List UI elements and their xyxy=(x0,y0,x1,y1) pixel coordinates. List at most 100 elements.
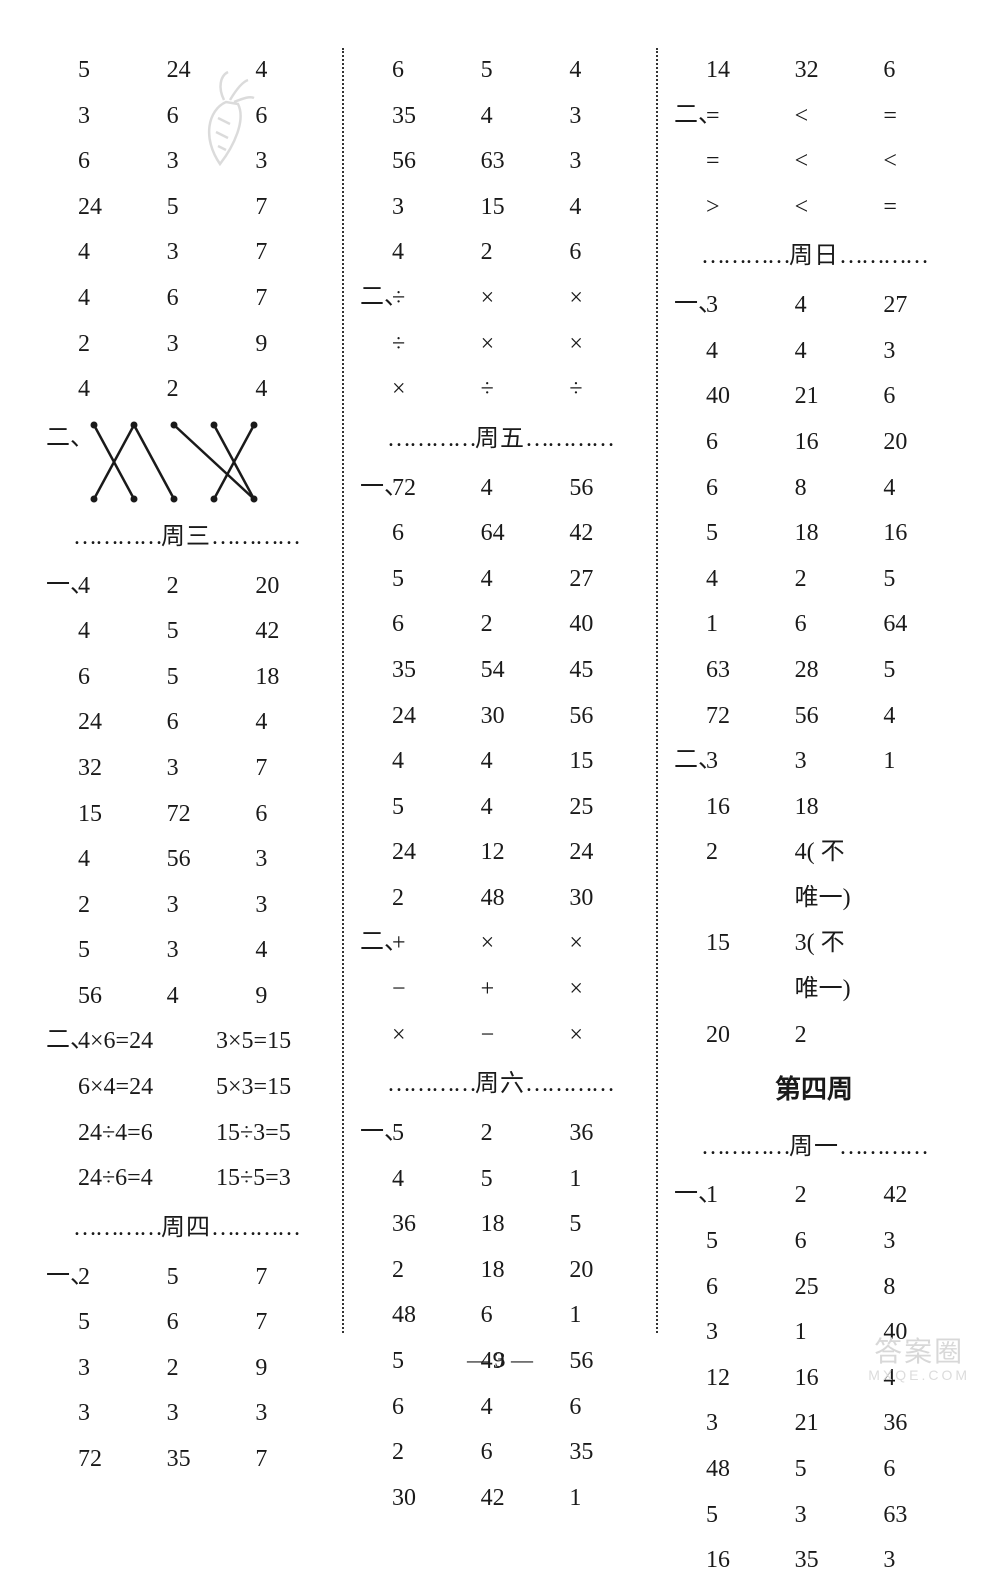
answer-row: 534 xyxy=(48,928,324,974)
answer-row: 633 xyxy=(48,139,324,185)
answer-cell xyxy=(863,830,952,921)
week-title: 第四周 xyxy=(676,1058,952,1120)
answer-cell: 3×5=15 xyxy=(186,1019,324,1065)
answer-row: 72564 xyxy=(676,694,952,740)
answer-cell: 24÷6=4 xyxy=(48,1156,186,1202)
answer-cell: 4 xyxy=(549,185,638,231)
answer-cell: 1 xyxy=(549,1293,638,1339)
answer-cell: 5 xyxy=(147,655,236,701)
answer-row: 6×4=245×3=15 xyxy=(48,1065,324,1111)
answer-cell: 6 xyxy=(676,466,775,512)
answer-row: −+× xyxy=(362,967,638,1013)
answer-cell: 36 xyxy=(549,1111,638,1157)
answer-cell: 4 xyxy=(235,48,324,94)
answer-block: 14326 xyxy=(676,48,952,94)
answer-cell: = xyxy=(863,185,952,231)
answer-cell: 27 xyxy=(549,557,638,603)
answer-cell: 3 xyxy=(775,1493,864,1539)
answer-cell: 24 xyxy=(48,185,147,231)
answer-cell: 5 xyxy=(863,557,952,603)
answer-cell: 15 xyxy=(461,185,550,231)
answer-row: 5363 xyxy=(676,1493,952,1539)
answer-cell: 20 xyxy=(235,564,324,610)
answer-cell: 64 xyxy=(461,511,550,557)
answer-cell: × xyxy=(461,322,550,368)
answer-row: 202 xyxy=(676,1013,952,1059)
answer-cell: 14 xyxy=(676,48,775,94)
answer-row: 355445 xyxy=(362,648,638,694)
answer-cell: 24 xyxy=(48,700,147,746)
answer-cell: 3 xyxy=(676,1401,775,1447)
block-label: 二、 xyxy=(46,1019,94,1054)
answer-cell: < xyxy=(863,139,952,185)
block-label: 二、 xyxy=(46,417,94,452)
answer-row: 2464 xyxy=(48,700,324,746)
answer-cell: 3 xyxy=(147,322,236,368)
answer-row: ><= xyxy=(676,185,952,231)
answer-row: =<< xyxy=(676,139,952,185)
answer-cell: 4 xyxy=(549,48,638,94)
answer-cell: 1 xyxy=(863,739,952,785)
matching-diagram xyxy=(76,417,276,507)
answer-cell: 6 xyxy=(549,230,638,276)
answer-row: 6240 xyxy=(362,602,638,648)
answer-cell: 42 xyxy=(549,511,638,557)
answer-cell: 3 xyxy=(863,1538,952,1584)
answer-cell: 7 xyxy=(235,746,324,792)
page-number: — 3 — xyxy=(0,1347,1000,1373)
answer-cell: 4 xyxy=(461,739,550,785)
answer-cell: ÷ xyxy=(362,322,461,368)
answer-cell: 36 xyxy=(863,1401,952,1447)
answer-cell: 6 xyxy=(676,420,775,466)
answer-cell: 4 xyxy=(235,700,324,746)
answer-cell: 6 xyxy=(235,792,324,838)
answer-cell: 2 xyxy=(362,876,461,922)
answer-cell: 5 xyxy=(676,511,775,557)
answer-cell: 5 xyxy=(775,1447,864,1493)
answer-cell: 56 xyxy=(775,694,864,740)
answer-block: 6543543566333154426 xyxy=(362,48,638,276)
block-label: 一、 xyxy=(360,466,408,501)
answer-cell: 16 xyxy=(775,420,864,466)
answer-cell: 6 xyxy=(362,1385,461,1431)
answer-cell: 24 xyxy=(362,830,461,876)
answer-cell: 24 xyxy=(362,694,461,740)
answer-cell: 5 xyxy=(461,48,550,94)
answer-cell: 3 xyxy=(147,883,236,929)
answer-cell: 5 xyxy=(676,1219,775,1265)
answer-cell: − xyxy=(461,1013,550,1059)
answer-cell: 6 xyxy=(775,1219,864,1265)
answer-cell: 4 xyxy=(362,1157,461,1203)
answer-cell: 5 xyxy=(48,1300,147,1346)
answer-cell: < xyxy=(775,185,864,231)
answer-cell: 3 xyxy=(235,883,324,929)
answer-row: 654 xyxy=(362,48,638,94)
answer-cell: 18 xyxy=(461,1202,550,1248)
answer-cell: 6 xyxy=(775,602,864,648)
answer-cell: 6×4=24 xyxy=(48,1065,186,1111)
answer-block: 二、4×6=243×5=156×4=245×3=1524÷4=615÷3=524… xyxy=(48,1019,324,1201)
answer-row: 5244 xyxy=(48,48,324,94)
answer-cell: 24 xyxy=(147,48,236,94)
answer-cell: 3 xyxy=(775,739,864,785)
answer-row: 563 xyxy=(676,1219,952,1265)
answer-row: 241224 xyxy=(362,830,638,876)
answer-cell: 32 xyxy=(775,48,864,94)
answer-row: 5425 xyxy=(362,785,638,831)
answer-cell: × xyxy=(362,367,461,413)
answer-cell: 4 xyxy=(863,694,952,740)
answer-row: 3543 xyxy=(362,94,638,140)
answer-block: 二、331161824( 不唯一)153( 不唯一)202 xyxy=(676,739,952,1058)
answer-cell: 72 xyxy=(48,1437,147,1483)
block-label: 一、 xyxy=(360,1111,408,1146)
answer-cell: 25 xyxy=(775,1265,864,1311)
answer-row: 4563 xyxy=(48,837,324,883)
answer-cell: 3( 不唯一) xyxy=(775,921,864,1012)
answer-row: 4542 xyxy=(48,609,324,655)
answer-cell: 6 xyxy=(461,1293,550,1339)
section-heading: 周一 xyxy=(676,1121,952,1174)
answer-row: 153( 不唯一) xyxy=(676,921,952,1012)
answer-cell: 6 xyxy=(362,511,461,557)
answer-row: ×÷÷ xyxy=(362,367,638,413)
answer-cell: 6 xyxy=(235,94,324,140)
